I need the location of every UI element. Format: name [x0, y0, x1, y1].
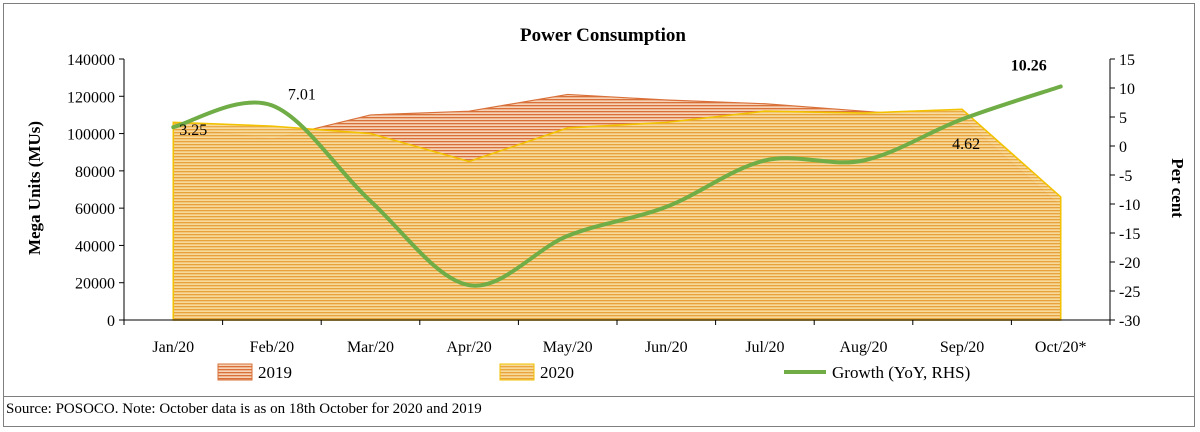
legend: 2019 2020 Growth (YoY, RHS): [217, 363, 970, 382]
legend-label-2020: 2020: [540, 363, 574, 382]
x-tick-label: Jan/20: [152, 339, 194, 356]
power-consumption-chart: Power Consumption 0 20000 40000 60000 80000 1…: [25, 25, 1187, 382]
growth-point: [566, 234, 570, 238]
growth-point: [763, 159, 767, 162]
axes: 0 20000 40000 60000 80000 100000 120000 140000 -…: [67, 52, 1140, 356]
y2-tick-label: 10: [1119, 81, 1135, 98]
growth-point: [467, 283, 471, 287]
y-tick-label: 120000: [67, 89, 115, 106]
y2-tick-label: -25: [1119, 284, 1140, 301]
chart-title: Power Consumption: [520, 25, 686, 46]
x-tick-label: Jul/20: [745, 339, 784, 356]
growth-point: [270, 103, 274, 107]
legend-label-growth: Growth (YoY, RHS): [832, 363, 970, 382]
y-tick-label: 140000: [67, 52, 115, 69]
y2-tick-label: -30: [1119, 313, 1140, 330]
x-tick-label: Jun/20: [645, 339, 688, 356]
y2-axis-label: Per cent: [1168, 158, 1187, 218]
growth-point: [664, 205, 668, 209]
x-tick-label: Apr/20: [446, 339, 491, 356]
y2-tick-label: 5: [1119, 110, 1127, 127]
chart-frame: [3, 3, 1195, 427]
y-tick-label: 0: [107, 313, 115, 330]
x-tick-label: Sep/20: [940, 339, 984, 356]
x-tick-label: Feb/20: [250, 339, 294, 356]
y2-tick-label: -15: [1119, 226, 1140, 243]
growth-data-label: 3.25: [179, 122, 207, 139]
growth-data-label: 10.26: [1011, 57, 1047, 74]
growth-layer: [171, 84, 1063, 288]
source-note: Source: POSOCO. Note: October data is as…: [6, 401, 482, 417]
y2-tick-label: -10: [1119, 197, 1140, 214]
y2-tick-label: -5: [1119, 168, 1132, 185]
growth-point: [171, 125, 175, 129]
growth-data-label: 7.01: [288, 86, 316, 103]
x-tick-label: Mar/20: [347, 339, 394, 356]
growth-point: [369, 199, 372, 203]
growth-point: [960, 117, 964, 121]
y2-tick-label: 15: [1119, 52, 1135, 69]
y2-tick-label: 0: [1119, 139, 1127, 156]
growth-point: [1059, 84, 1063, 88]
legend-label-2019: 2019: [258, 363, 292, 382]
area-2020: [172, 108, 1062, 321]
growth-point: [862, 159, 865, 162]
y-tick-label: 100000: [67, 127, 115, 144]
x-tick-label: Oct/20*: [1035, 339, 1087, 356]
y-tick-label: 20000: [75, 276, 115, 293]
growth-line: [171, 84, 1063, 288]
growth-data-label: 4.62: [952, 136, 980, 153]
y-tick-label: 60000: [75, 201, 115, 218]
y-axis-label: Mega Units (MUs): [25, 121, 44, 255]
legend-swatch-2019: [217, 363, 253, 381]
y2-tick-label: -20: [1119, 255, 1140, 272]
y-tick-label: 80000: [75, 164, 115, 181]
source-divider: [3, 396, 1195, 397]
legend-swatch-2020: [499, 363, 535, 381]
x-tick-label: May/20: [543, 339, 593, 356]
data-labels: 3.25 7.01 4.62 10.26: [179, 57, 1046, 153]
x-tick-label: Aug/20: [840, 339, 888, 356]
y-tick-label: 40000: [75, 238, 115, 255]
